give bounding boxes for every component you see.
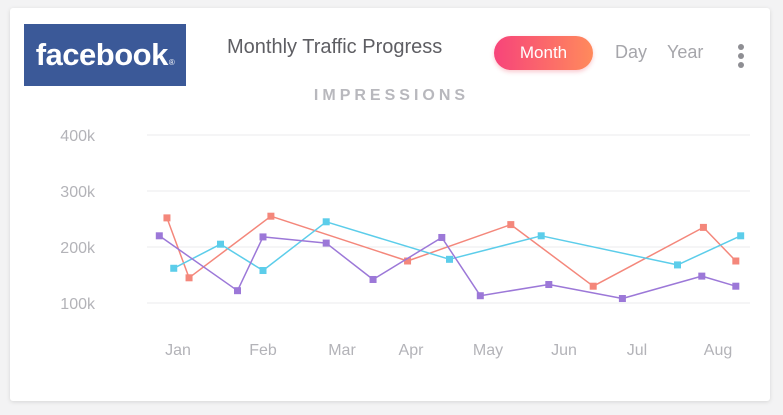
x-tick-label: Jul (627, 342, 647, 359)
y-tick-label: 100k (60, 296, 96, 313)
data-point (618, 295, 626, 303)
data-point (698, 272, 706, 280)
data-point (732, 257, 740, 265)
y-tick-label: 400k (60, 128, 96, 145)
x-tick-label: Feb (249, 342, 277, 359)
x-tick-label: Jun (551, 342, 577, 359)
x-tick-label: Jan (165, 342, 191, 359)
data-point (185, 274, 193, 282)
data-point (545, 281, 553, 289)
data-point (476, 292, 484, 300)
series-line (158, 235, 737, 300)
data-point (737, 232, 745, 240)
data-point (259, 233, 267, 241)
widget-title: Monthly Traffic Progress (227, 36, 443, 58)
data-point (438, 233, 446, 241)
data-point (369, 275, 377, 283)
data-point (259, 267, 267, 275)
data-point (674, 261, 681, 269)
x-tick-label: Apr (399, 342, 425, 359)
facebook-logo: facebook ® (24, 24, 186, 86)
tab-year[interactable]: Year (667, 42, 704, 62)
data-point (267, 212, 275, 220)
y-tick-label: 300k (60, 184, 96, 201)
x-tick-label: Mar (328, 342, 356, 359)
data-point (404, 257, 412, 265)
data-point (537, 232, 545, 240)
data-point (699, 223, 707, 231)
series-line (166, 215, 737, 287)
data-point (163, 214, 171, 222)
data-point (234, 287, 241, 295)
x-tick-label: May (473, 342, 503, 359)
chart-title: IMPRESSIONS (313, 87, 470, 104)
data-point (589, 282, 597, 290)
series-line (173, 221, 741, 272)
data-point (155, 232, 163, 240)
data-point (170, 264, 178, 272)
data-point (732, 282, 740, 290)
x-tick-label: Aug (704, 342, 732, 359)
data-point (217, 240, 224, 248)
more-options-icon[interactable] (735, 44, 747, 70)
data-point (322, 218, 330, 226)
tab-month[interactable]: Month (494, 36, 593, 70)
tab-day[interactable]: Day (615, 42, 648, 62)
y-tick-label: 200k (60, 240, 96, 257)
data-point (322, 239, 330, 247)
logo-text: facebook (35, 37, 169, 72)
traffic-card: facebook ® Monthly Traffic Progress Month… (10, 8, 770, 401)
trademark-mark: ® (168, 57, 175, 67)
data-point (507, 221, 515, 229)
data-point (446, 255, 453, 263)
